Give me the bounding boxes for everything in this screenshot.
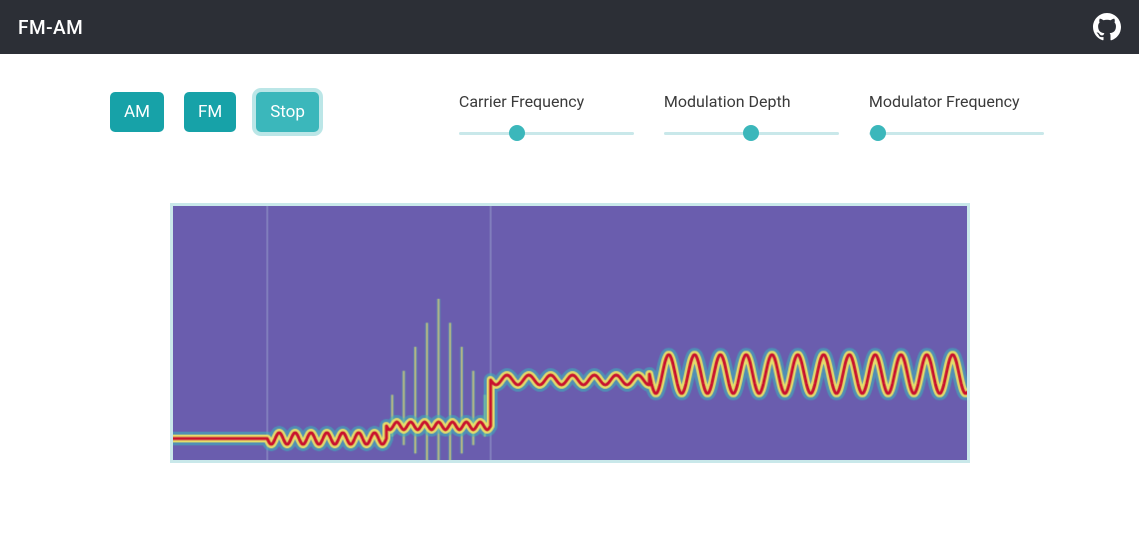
stop-button[interactable]: Stop — [256, 92, 319, 132]
slider-modulator-frequency: Modulator Frequency — [869, 92, 1044, 141]
mode-buttons: AM FM Stop — [110, 92, 319, 132]
slider-modulation-depth: Modulation Depth — [664, 92, 839, 141]
app-title: FM-AM — [18, 16, 83, 39]
slider-thumb[interactable] — [509, 125, 525, 141]
spectrogram-container — [170, 203, 970, 463]
slider-carrier-frequency: Carrier Frequency — [459, 92, 634, 141]
slider-label: Modulation Depth — [664, 92, 839, 111]
slider-label: Carrier Frequency — [459, 92, 634, 111]
controls-row: AM FM Stop Carrier Frequency Modulation … — [0, 54, 1139, 141]
slider-track[interactable] — [664, 125, 839, 141]
github-icon[interactable] — [1093, 13, 1121, 41]
slider-track[interactable] — [459, 125, 634, 141]
slider-track[interactable] — [869, 125, 1044, 141]
fm-button[interactable]: FM — [184, 92, 236, 132]
am-button[interactable]: AM — [110, 92, 164, 132]
slider-rail — [459, 132, 634, 135]
app-header: FM-AM — [0, 0, 1139, 54]
slider-thumb[interactable] — [743, 125, 759, 141]
slider-rail — [869, 132, 1044, 135]
sliders-group: Carrier Frequency Modulation Depth Modul… — [459, 92, 1044, 141]
spectrogram-canvas — [173, 206, 967, 460]
slider-thumb[interactable] — [870, 125, 886, 141]
slider-label: Modulator Frequency — [869, 92, 1044, 111]
